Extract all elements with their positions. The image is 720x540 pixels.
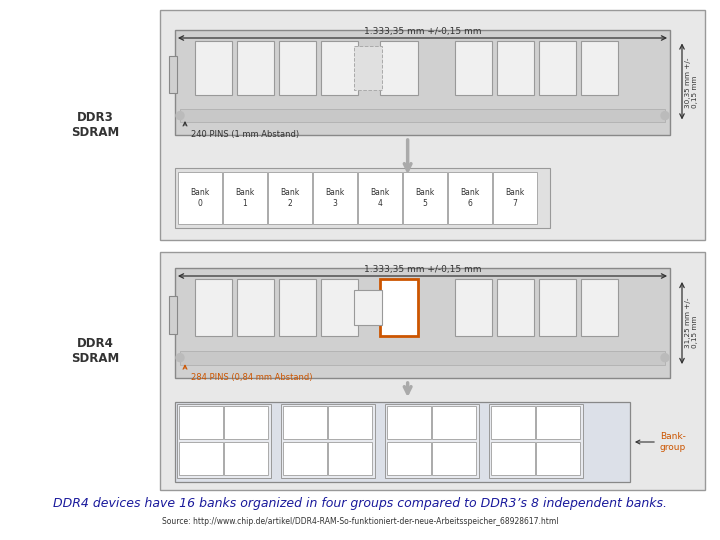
Bar xyxy=(354,291,382,325)
Bar xyxy=(581,279,618,336)
Bar xyxy=(179,442,223,475)
Bar xyxy=(387,442,431,475)
Text: Bank
3: Bank 3 xyxy=(237,452,255,465)
Text: Bank
1: Bank 1 xyxy=(237,416,255,429)
Text: 31,25 mm +/-
0,15 mm: 31,25 mm +/- 0,15 mm xyxy=(685,298,698,348)
Text: Bank
6: Bank 6 xyxy=(460,188,480,208)
Bar xyxy=(175,168,550,228)
Bar xyxy=(237,40,274,95)
Text: Bank
1: Bank 1 xyxy=(235,188,255,208)
Text: Bank-
group: Bank- group xyxy=(660,433,686,451)
Text: Bank
0: Bank 0 xyxy=(190,188,210,208)
Bar xyxy=(432,406,476,439)
Bar xyxy=(403,172,447,224)
Bar xyxy=(497,279,534,336)
Text: Bank
4: Bank 4 xyxy=(370,188,390,208)
Bar xyxy=(539,279,576,336)
Text: Bank
3: Bank 3 xyxy=(325,188,345,208)
Bar xyxy=(328,406,372,439)
Bar xyxy=(169,56,177,93)
Text: Bank
4: Bank 4 xyxy=(296,416,314,429)
Bar xyxy=(224,406,268,439)
Bar xyxy=(432,442,476,475)
Bar xyxy=(448,172,492,224)
Bar xyxy=(489,404,583,478)
Bar xyxy=(177,404,271,478)
Bar xyxy=(454,40,492,95)
Bar xyxy=(169,295,177,334)
Circle shape xyxy=(661,354,669,362)
Bar xyxy=(160,252,705,490)
Bar xyxy=(178,172,222,224)
Bar xyxy=(283,442,327,475)
Bar xyxy=(454,279,492,336)
Bar xyxy=(179,406,223,439)
Bar xyxy=(313,172,357,224)
Bar xyxy=(497,40,534,95)
Text: Bank
5: Bank 5 xyxy=(341,416,359,429)
Bar xyxy=(283,406,327,439)
Text: 1.333,35 mm +/-0,15 mm: 1.333,35 mm +/-0,15 mm xyxy=(364,265,481,274)
Text: Bank
12: Bank 12 xyxy=(504,416,522,429)
Text: DDR3
SDRAM: DDR3 SDRAM xyxy=(71,111,119,139)
Text: Bank
8: Bank 8 xyxy=(400,416,418,429)
Text: Bank
11: Bank 11 xyxy=(445,452,463,465)
Bar xyxy=(279,40,316,95)
Text: Bank
2: Bank 2 xyxy=(192,452,210,465)
Circle shape xyxy=(661,112,669,119)
Text: Bank
0: Bank 0 xyxy=(192,416,210,429)
Bar xyxy=(536,406,580,439)
Bar xyxy=(223,172,267,224)
Text: Bank
2: Bank 2 xyxy=(280,188,300,208)
Bar xyxy=(581,40,618,95)
Bar xyxy=(175,402,630,482)
Bar xyxy=(387,406,431,439)
Text: 1.333,35 mm +/-0,15 mm: 1.333,35 mm +/-0,15 mm xyxy=(364,27,481,36)
Bar xyxy=(491,406,535,439)
Bar xyxy=(493,172,537,224)
Bar xyxy=(281,404,375,478)
Bar xyxy=(321,40,358,95)
Text: Bank
14: Bank 14 xyxy=(504,452,522,465)
Text: Bank
13: Bank 13 xyxy=(549,416,567,429)
Bar xyxy=(279,279,316,336)
Bar xyxy=(268,172,312,224)
Text: Bank
15: Bank 15 xyxy=(549,452,567,465)
Bar xyxy=(380,40,418,95)
Bar xyxy=(539,40,576,95)
Bar xyxy=(224,442,268,475)
Bar xyxy=(358,172,402,224)
Text: 30,35 mm +/-
0,15 mm: 30,35 mm +/- 0,15 mm xyxy=(685,57,698,108)
Bar xyxy=(354,46,382,90)
Bar xyxy=(380,279,418,336)
Text: Bank
6: Bank 6 xyxy=(296,452,314,465)
Text: Source: http://www.chip.de/artikel/DDR4-RAM-So-funktioniert-der-neue-Arbeitsspei: Source: http://www.chip.de/artikel/DDR4-… xyxy=(162,517,558,526)
Text: 240 PINS (1 mm Abstand): 240 PINS (1 mm Abstand) xyxy=(191,130,299,139)
Text: 284 PINS (0,84 mm Abstand): 284 PINS (0,84 mm Abstand) xyxy=(191,373,312,382)
Bar xyxy=(328,442,372,475)
Text: Bank
7: Bank 7 xyxy=(505,188,525,208)
Bar xyxy=(536,442,580,475)
Text: DDR4
SDRAM: DDR4 SDRAM xyxy=(71,337,119,365)
Bar xyxy=(237,279,274,336)
Bar xyxy=(321,279,358,336)
Bar xyxy=(491,442,535,475)
Bar xyxy=(180,109,665,123)
Bar xyxy=(175,268,670,378)
Text: Bank
10: Bank 10 xyxy=(400,452,418,465)
Circle shape xyxy=(176,112,184,119)
Bar xyxy=(385,404,479,478)
Bar xyxy=(195,279,232,336)
Bar xyxy=(180,350,665,365)
Text: Bank
7: Bank 7 xyxy=(341,452,359,465)
Text: Bank
9: Bank 9 xyxy=(445,416,463,429)
Circle shape xyxy=(176,354,184,362)
Text: DDR4 devices have 16 banks organized in four groups compared to DDR3’s 8 indepen: DDR4 devices have 16 banks organized in … xyxy=(53,497,667,510)
Bar xyxy=(160,10,705,240)
Bar xyxy=(195,40,232,95)
Text: Bank
5: Bank 5 xyxy=(415,188,435,208)
Bar xyxy=(175,30,670,135)
